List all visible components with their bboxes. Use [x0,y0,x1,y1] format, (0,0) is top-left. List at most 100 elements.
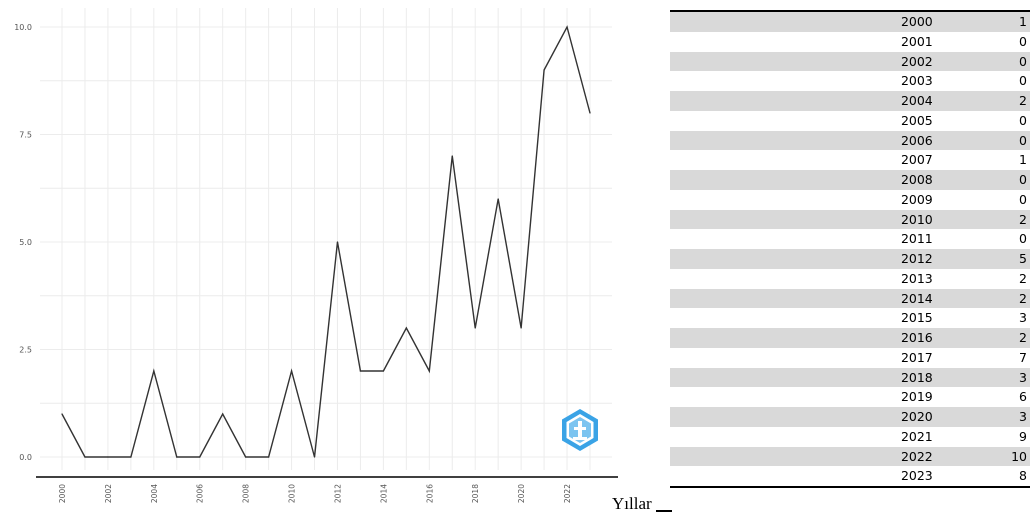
table-row: 2019 6 [670,387,1030,407]
table-row: 2021 9 [670,427,1030,447]
x-tick-label: 2020 [517,484,526,503]
year-cell: 2007 [900,152,933,168]
year-cell: 2000 [670,11,933,32]
data-point [497,198,499,200]
year-cell: 2005 [900,112,933,128]
data-point [451,155,453,157]
count-cell: 5 [932,249,1030,269]
x-tick-label: 2012 [333,484,342,503]
year-cell: 2001 [900,33,933,49]
count-cell: 2 [932,91,1030,111]
x-tick-label: 2014 [379,484,388,503]
x-axis-title: Yıllar [612,494,652,513]
count-cell: 0 [1019,191,1027,207]
table-row: 2011 0 [670,229,1030,249]
x-tick-label: 2016 [425,484,434,503]
y-tick-label: 0.0 [19,453,32,462]
data-point [245,456,247,458]
table-row: 2000 1 [670,11,1030,32]
x-tick-labels: 2000 2002 2004 2006 2008 2010 2012 2014 2016 2018… [58,484,572,503]
year-cell: 2013 [900,270,933,286]
year-cell: 2008 [670,170,933,190]
count-cell: 0 [932,130,1030,151]
year-count-table-container: 2000 1 2001 0 2002 0 2003 0 2004 2 2005 0 2006 0 2007 1… [670,10,1030,488]
table-row: 2003 0 [670,71,1030,91]
count-cell: 2 [932,288,1030,309]
data-point [84,456,86,458]
year-cell: 2021 [900,428,933,444]
count-cell: 2 [932,328,1030,348]
year-cell: 2002 [670,51,933,72]
year-count-table: 2000 1 2001 0 2002 0 2003 0 2004 2 2005 0 2006 0 2007 1… [670,10,1030,488]
count-cell: 2 [1019,270,1027,286]
table-row: 2020 3 [670,407,1030,427]
data-point [566,26,568,28]
table-row: 2017 7 [670,348,1030,368]
table-row: 2007 1 [670,150,1030,170]
y-tick-label: 2.5 [19,346,32,355]
count-cell: 1 [932,11,1030,32]
year-cell: 2017 [900,349,933,365]
table-row: 2010 2 [670,209,1030,230]
year-cell: 2016 [670,328,933,348]
x-tick-label: 2002 [104,484,113,503]
data-point [543,69,545,71]
year-cell: 2012 [670,249,933,269]
chart-grid [40,8,612,470]
table-row: 2014 2 [670,288,1030,309]
table-row: 2005 0 [670,111,1030,131]
x-tick-label: 2022 [563,484,572,503]
y-tick-label: 5.0 [19,238,32,247]
y-tick-label: 10.0 [14,23,32,32]
x-tick-label: 2018 [471,484,480,503]
x-axis-title-underline [656,510,672,512]
data-point [268,456,270,458]
data-point [336,241,339,243]
year-cell: 2022 [670,446,933,467]
year-cell: 2020 [670,407,933,427]
table-row: 2008 0 [670,170,1030,190]
table-row: 2023 8 [670,466,1030,487]
year-cell: 2018 [670,367,933,388]
count-cell: 0 [1019,73,1027,89]
year-cell: 2015 [900,310,933,326]
table-row: 2012 5 [670,249,1030,269]
year-cell: 2006 [670,130,933,151]
data-point [474,327,476,329]
x-tick-label: 2004 [150,484,159,503]
data-point [359,370,362,372]
count-cell: 0 [1019,33,1027,49]
series-group [61,25,591,458]
count-cell: 0 [932,51,1030,72]
y-tick-label: 7.5 [19,131,32,140]
x-tick-label: 2010 [288,484,297,503]
y-tick-labels: 0.0 2.5 5.0 7.5 10.0 [14,23,32,462]
data-point [405,327,407,329]
x-tick-label: 2000 [58,484,67,503]
count-cell: 10 [932,446,1030,467]
count-cell: 2 [932,209,1030,230]
year-cell: 2003 [900,73,933,89]
count-cell: 8 [1019,468,1027,484]
data-point [107,456,109,458]
year-cell: 2010 [670,209,933,230]
table-row: 2018 3 [670,367,1030,388]
data-point [290,370,293,372]
data-point [428,370,430,372]
line-chart: 0.0 2.5 5.0 7.5 10.0 2000 2002 2004 2006 2008 201… [14,8,618,503]
data-point [382,370,384,372]
data-point [313,456,316,458]
count-cell: 1 [1019,152,1027,168]
year-cell: 2004 [670,91,933,111]
table-row: 2006 0 [670,130,1030,151]
table-row: 2002 0 [670,51,1030,72]
data-point [589,112,591,114]
year-cell: 2009 [900,191,933,207]
x-tick-label: 2008 [242,484,251,503]
table-row: 2022 10 [670,446,1030,467]
count-cell: 6 [1019,389,1027,405]
count-cell: 0 [1019,231,1027,247]
count-cell: 0 [1019,112,1027,128]
table-row: 2009 0 [670,190,1030,210]
count-cell: 7 [1019,349,1027,365]
